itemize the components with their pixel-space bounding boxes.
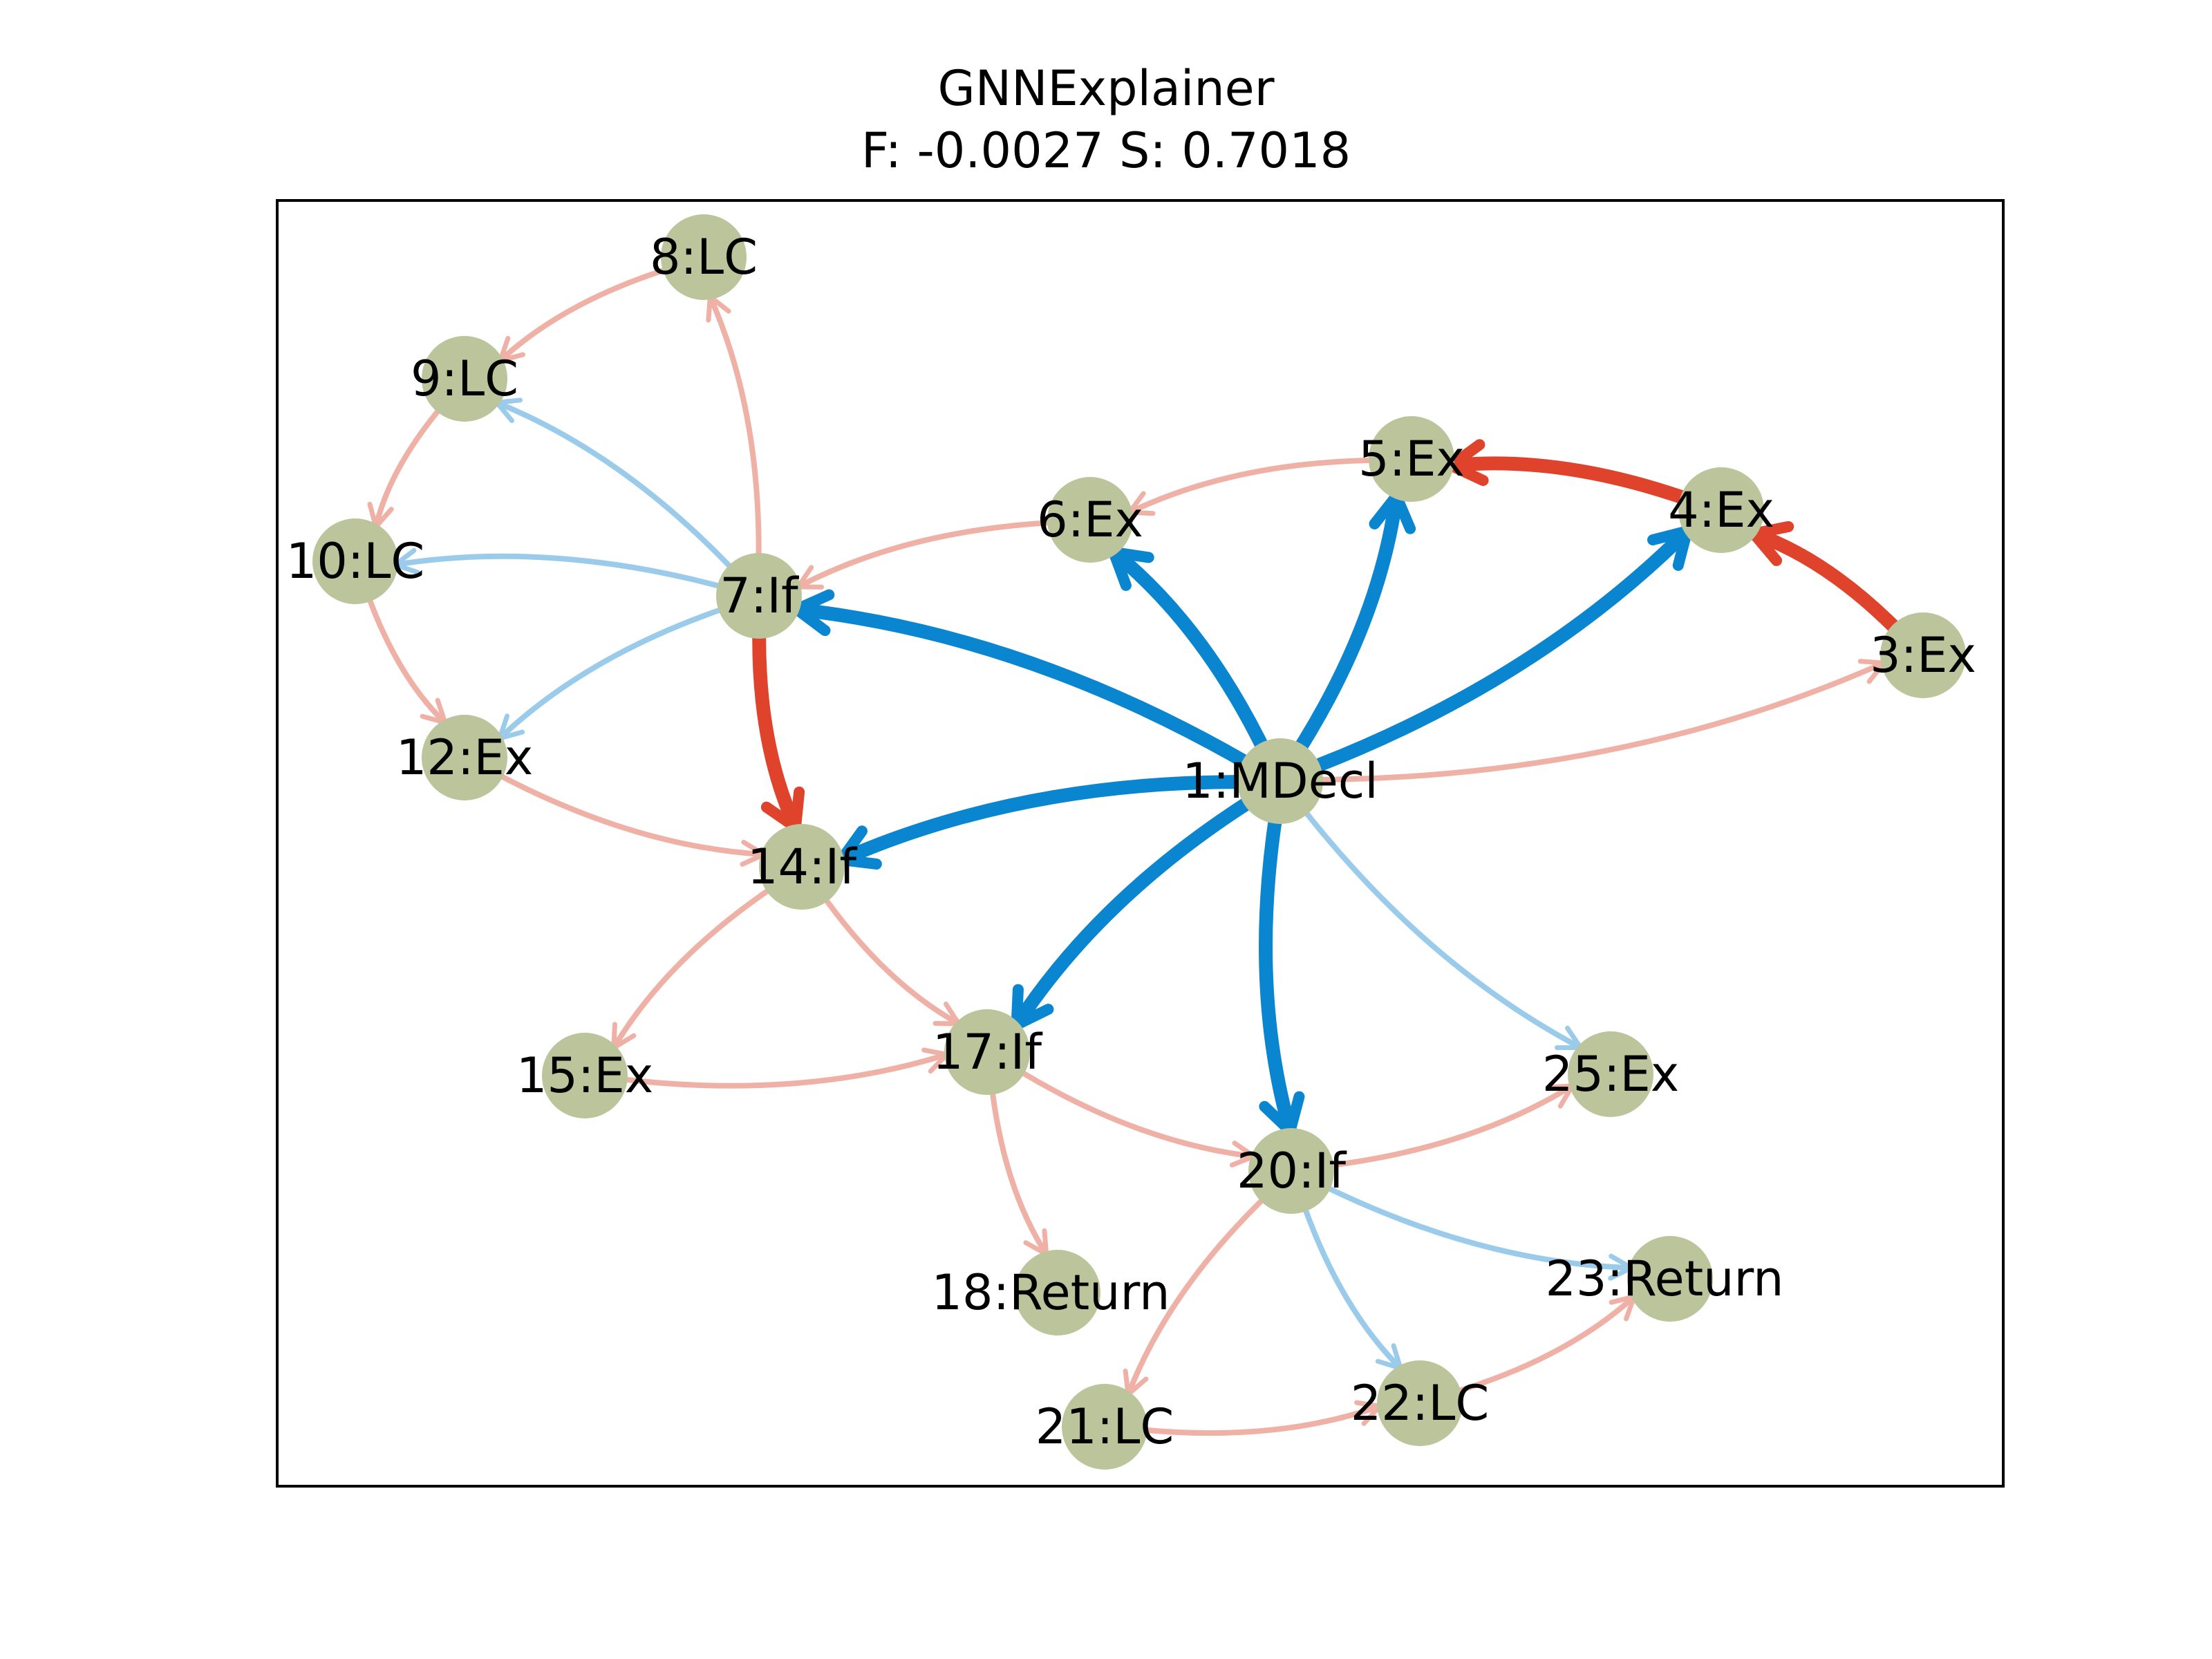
edge-line [1444, 456, 1722, 516]
node-18 [1015, 1250, 1100, 1335]
node-label-7: 7:If [720, 568, 799, 624]
edge-line [1009, 778, 1282, 1032]
node-label-12: 12:Ex [396, 729, 533, 786]
edge-line [1295, 1170, 1635, 1271]
edge-1-20 [1259, 781, 1305, 1138]
node-17 [944, 1009, 1030, 1095]
node-12 [422, 715, 507, 800]
edge-line [1108, 1403, 1383, 1436]
node-15 [542, 1033, 628, 1118]
node-label-1: 1:MDecl [1182, 753, 1378, 809]
edge-line [1126, 457, 1408, 516]
edge-1-7 [789, 589, 1281, 786]
node-7 [716, 553, 802, 639]
edge-line [1125, 1174, 1291, 1398]
edge-line [707, 294, 762, 592]
node-5 [1369, 416, 1454, 502]
edge-line [1107, 545, 1284, 782]
edge-7-9 [494, 397, 756, 595]
node-label-10: 10:LC [286, 533, 425, 590]
edge-line [834, 775, 1281, 867]
node-label-18: 18:Return [932, 1264, 1170, 1321]
node-label-17: 17:If [932, 1024, 1042, 1080]
edge-line [1295, 1082, 1575, 1172]
nodes-layer [312, 214, 1966, 1470]
node-10 [312, 518, 398, 604]
node-20 [1248, 1128, 1334, 1214]
plot-frame [276, 199, 2005, 1488]
node-label-5: 5:Ex [1358, 431, 1465, 487]
edge-7-8 [706, 294, 762, 592]
edge-line [1284, 660, 1887, 783]
edge-line [1275, 489, 1404, 782]
node-25 [1568, 1031, 1653, 1117]
edge-7-12 [496, 596, 756, 742]
figure-title: GNNExplainer [937, 60, 1275, 117]
node-8 [661, 214, 747, 300]
node-label-20: 20:If [1237, 1143, 1347, 1199]
edge-line [496, 596, 756, 742]
node-22 [1377, 1360, 1463, 1446]
node-label-8: 8:LC [650, 229, 758, 285]
node-9 [422, 336, 507, 422]
edge-1-17 [1009, 778, 1282, 1032]
edge-line [1259, 781, 1297, 1138]
edge-line [991, 1051, 1257, 1159]
edge-1-25 [1282, 782, 1584, 1051]
node-label-14: 14:If [747, 838, 857, 895]
figure-subtitle: F: -0.0027 S: 0.7018 [861, 122, 1351, 179]
edge-line [789, 602, 1281, 786]
edge-14-15 [610, 868, 800, 1051]
edge-line [468, 757, 767, 858]
edge-line [1279, 524, 1694, 785]
edge-line [494, 400, 756, 595]
node-label-3: 3:Ex [1870, 627, 1976, 684]
node-label-4: 4:Ex [1668, 482, 1774, 538]
node-6 [1047, 477, 1133, 563]
node-label-21: 21:LC [1035, 1398, 1174, 1455]
node-21 [1062, 1384, 1147, 1470]
node-label-22: 22:LC [1351, 1375, 1490, 1432]
node-label-9: 9:LC [411, 350, 518, 407]
node-4 [1678, 467, 1764, 553]
node-label-6: 6:Ex [1037, 491, 1143, 548]
node-1 [1237, 738, 1323, 824]
edge-line [588, 1051, 950, 1089]
node-label-25: 25:Ex [1542, 1046, 1679, 1103]
node-3 [1880, 612, 1966, 698]
edge-line [392, 553, 756, 599]
edge-line [795, 518, 1087, 590]
edge-line [1282, 782, 1584, 1051]
edge-7-10 [392, 547, 756, 599]
node-label-23: 23:Return [1546, 1250, 1784, 1307]
edge-line [610, 868, 800, 1051]
node-14 [759, 824, 845, 910]
node-label-15: 15:Ex [516, 1047, 653, 1104]
labels-layer: 1:MDecl 3:Ex 4:Ex 5:Ex 6:Ex 7:If 8:LC 9:LC 10:LC… [286, 229, 1976, 1455]
node-23 [1627, 1236, 1713, 1322]
